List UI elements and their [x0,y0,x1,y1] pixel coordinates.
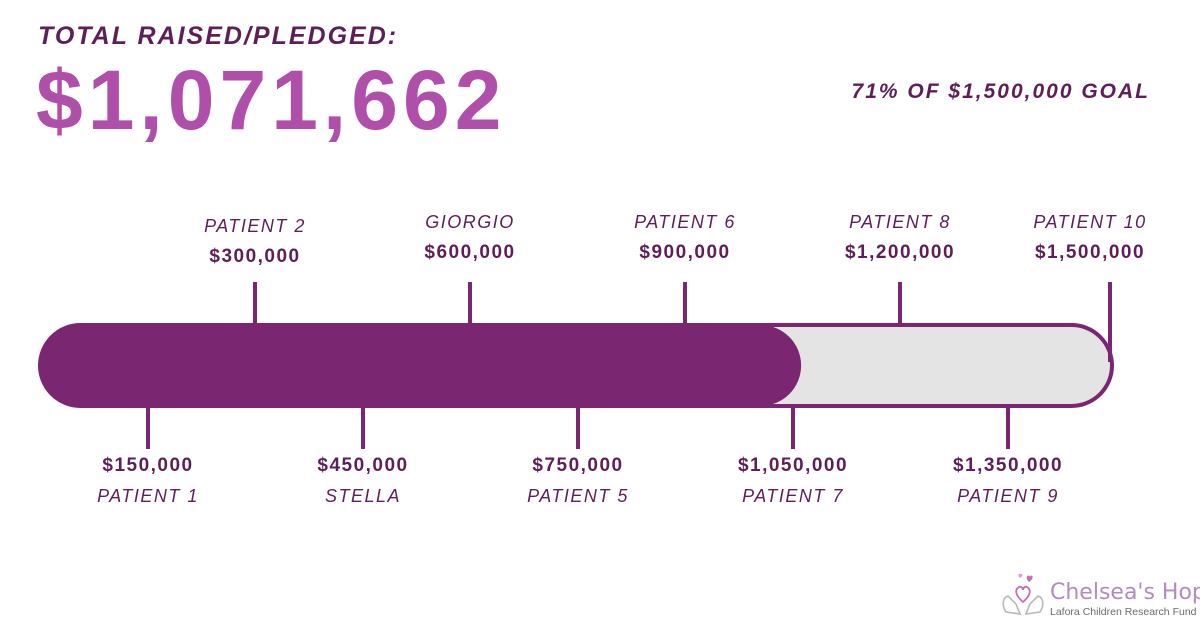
milestone-name-patient-5: PATIENT 5 [527,486,629,506]
milestone-amount-patient-9: $1,350,000 [952,455,1064,476]
milestone-amount-giorgio: $600,000 [424,242,516,263]
milestone-tick-patient-7 [791,406,795,449]
milestone-amount-patient-2: $300,000 [209,246,301,267]
hands-heart-icon [1002,573,1044,615]
milestone-tick-stella [361,406,365,449]
milestone-name-stella: STELLA [324,486,402,506]
logo-name: Chelsea's Hope [1050,580,1200,605]
milestone-amount-patient-6: $900,000 [639,242,731,263]
milestone-tick-patient-8 [898,282,902,325]
milestone-name-patient-2: PATIENT 2 [204,216,306,236]
goal-percentage-text: 71% OF $1,500,000 GOAL [851,80,1150,103]
total-amount: $1,071,662 [36,53,507,147]
milestone-name-patient-1: PATIENT 1 [97,486,199,506]
milestone-amount-patient-5: $750,000 [532,455,624,476]
progress-fill [40,325,802,406]
milestone-tick-patient-1 [146,406,150,449]
milestone-amount-patient-7: $1,050,000 [737,455,849,476]
chelseas-hope-logo: Chelsea's Hope Lafora Children Research … [998,568,1200,622]
milestone-tick-patient-9 [1006,406,1010,449]
milestone-tick-giorgio [468,282,472,325]
total-heading: TOTAL RAISED/PLEDGED: [38,22,399,50]
milestone-name-patient-8: PATIENT 8 [849,212,951,232]
milestone-amount-patient-10: $1,500,000 [1034,242,1146,263]
milestone-tick-patient-2 [253,282,257,325]
milestone-name-patient-6: PATIENT 6 [634,212,736,232]
milestone-name-giorgio: GIORGIO [425,212,515,232]
milestone-name-patient-10: PATIENT 10 [1033,212,1147,232]
milestone-tick-patient-10 [1108,282,1112,362]
milestone-name-patient-7: PATIENT 7 [742,486,844,506]
milestone-amount-patient-1: $150,000 [102,455,194,476]
logo-tagline: Lafora Children Research Fund [1050,606,1197,618]
milestone-tick-patient-6 [683,282,687,325]
milestone-tick-patient-5 [576,406,580,449]
milestone-amount-stella: $450,000 [317,455,409,476]
milestone-name-patient-9: PATIENT 9 [957,486,1059,506]
milestone-amount-patient-8: $1,200,000 [844,242,956,263]
